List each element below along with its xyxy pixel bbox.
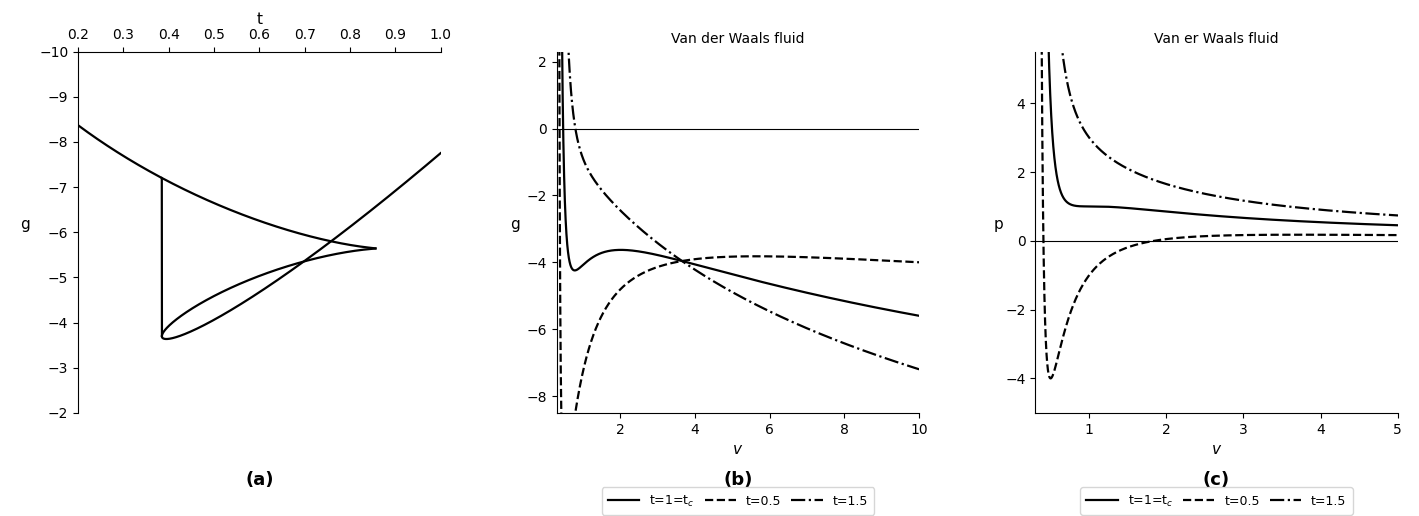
Y-axis label: g: g — [20, 217, 30, 232]
Y-axis label: p: p — [993, 217, 1003, 232]
X-axis label: $\mathit{v}$: $\mathit{v}$ — [1210, 442, 1222, 457]
Legend: t=1=t$_c$, t=0.5, t=1.5: t=1=t$_c$, t=0.5, t=1.5 — [602, 487, 874, 515]
Text: (a): (a) — [245, 471, 274, 489]
Title: Van er Waals fluid: Van er Waals fluid — [1154, 33, 1279, 46]
Legend: t=1=t$_c$, t=0.5, t=1.5: t=1=t$_c$, t=0.5, t=1.5 — [1080, 487, 1352, 515]
X-axis label: t: t — [257, 12, 263, 27]
Text: (c): (c) — [1203, 471, 1230, 489]
X-axis label: $\mathit{v}$: $\mathit{v}$ — [732, 442, 744, 457]
Y-axis label: g: g — [511, 217, 521, 232]
Title: Van der Waals fluid: Van der Waals fluid — [671, 33, 805, 46]
Text: (b): (b) — [724, 471, 752, 489]
